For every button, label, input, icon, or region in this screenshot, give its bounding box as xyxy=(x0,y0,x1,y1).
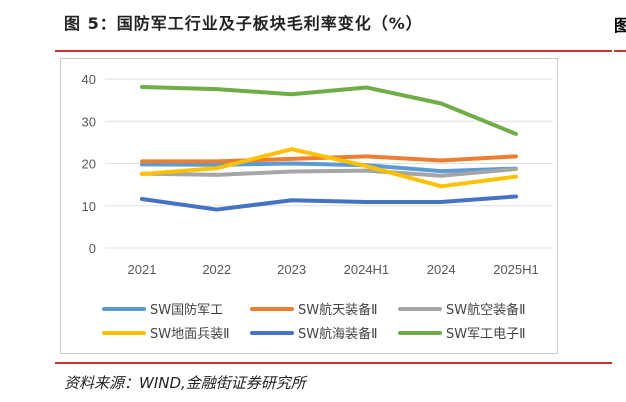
x-tick-label: 2023 xyxy=(277,262,306,277)
legend-label: SW地面兵装Ⅱ xyxy=(150,327,230,342)
y-tick-label: 20 xyxy=(82,157,96,172)
x-tick-label: 2024H1 xyxy=(344,262,390,277)
y-tick-label: 0 xyxy=(89,241,96,256)
bottom-divider xyxy=(55,362,612,364)
x-tick-label: 2022 xyxy=(202,262,231,277)
legend-item: SW军工电子Ⅱ xyxy=(398,323,526,342)
series-line xyxy=(140,161,518,174)
legend-swatch xyxy=(102,306,146,311)
legend-label: SW军工电子Ⅱ xyxy=(446,327,526,342)
series-line xyxy=(140,166,518,178)
legend-item: SW航空装备Ⅱ xyxy=(398,299,526,318)
legend-label: SW航海装备Ⅱ xyxy=(298,327,378,342)
series-line xyxy=(140,147,518,189)
next-figure-title: 图 xyxy=(614,16,626,35)
x-tick-label: 2024 xyxy=(427,262,456,277)
legend-swatch xyxy=(398,330,442,335)
legend-item: SW地面兵装Ⅱ xyxy=(102,323,230,342)
legend-item: SW国防军工 xyxy=(102,299,223,318)
legend-item: SW航天装备Ⅱ xyxy=(250,299,378,318)
title-divider xyxy=(55,50,612,52)
figure-title: 图 5：国防军工行业及子板块毛利率变化（%） xyxy=(64,14,423,33)
legend-label: SW航天装备Ⅱ xyxy=(298,303,378,318)
x-tick-label: 2021 xyxy=(128,262,157,277)
legend-label: SW国防军工 xyxy=(150,303,224,318)
series-line xyxy=(140,85,518,136)
x-tick-label: 2025H1 xyxy=(493,262,539,277)
legend-swatch xyxy=(398,306,442,311)
source-note: 资料来源：WIND,金融街证券研究所 xyxy=(64,374,306,392)
legend-swatch xyxy=(250,330,294,335)
legend-item: SW航海装备Ⅱ xyxy=(250,323,378,342)
legend-label: SW航空装备Ⅱ xyxy=(446,303,526,318)
y-tick-label: 30 xyxy=(82,114,96,129)
legend-swatch xyxy=(102,330,146,335)
y-tick-label: 40 xyxy=(82,72,96,87)
y-tick-label: 10 xyxy=(82,199,96,214)
next-figure-divider xyxy=(614,50,626,52)
legend-swatch xyxy=(250,306,294,311)
series-line xyxy=(140,194,518,212)
chart-frame xyxy=(60,58,558,354)
